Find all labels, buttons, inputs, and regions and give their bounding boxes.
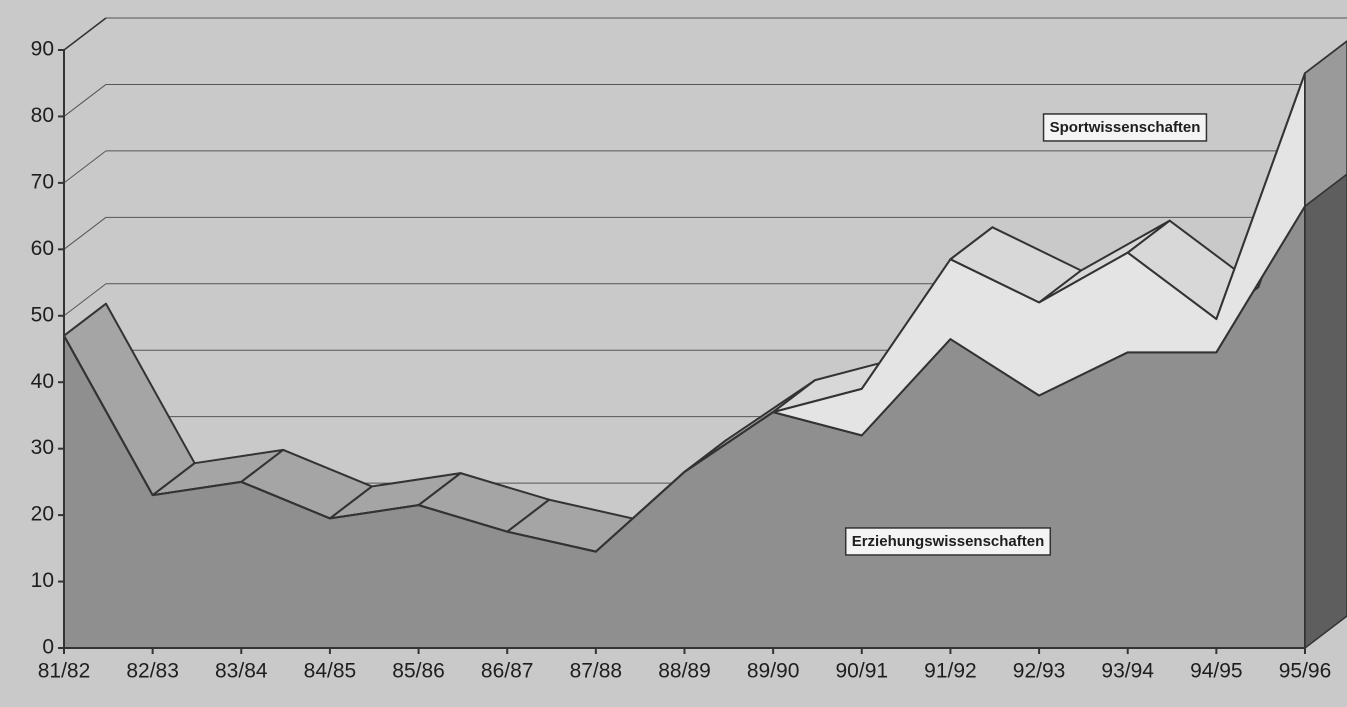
x-tick-label: 85/86: [392, 660, 445, 683]
series-label-text: Erziehungswissenschaften: [852, 533, 1045, 550]
y-tick-label: 80: [31, 104, 54, 127]
x-tick-label: 87/88: [570, 660, 623, 683]
x-tick-label: 86/87: [481, 660, 534, 683]
x-tick-label: 95/96: [1279, 660, 1332, 683]
x-tick-label: 92/93: [1013, 660, 1066, 683]
x-tick-label: 91/92: [924, 660, 977, 683]
series-label-text: Sportwissenschaften: [1050, 119, 1201, 136]
x-tick-label: 82/83: [126, 660, 179, 683]
x-tick-label: 90/91: [836, 660, 889, 683]
grid-line: [63, 150, 107, 184]
y-tick-label: 60: [31, 237, 54, 260]
x-tick-label: 88/89: [658, 660, 711, 683]
x-tick-label: 94/95: [1190, 660, 1243, 683]
grid-line: [63, 84, 107, 117]
y-tick-label: 30: [31, 436, 54, 459]
y-tick-label: 70: [31, 170, 54, 193]
series-label: Erziehungswissenschaften: [844, 527, 1052, 556]
y-tick-label: 10: [31, 569, 54, 592]
label-box: [1042, 113, 1208, 142]
grid-line: [63, 283, 107, 317]
grid-line: [63, 216, 107, 250]
area-side: [1304, 173, 1347, 650]
x-tick-label: 83/84: [215, 660, 268, 683]
x-tick-label: 84/85: [304, 660, 357, 683]
y-tick-label: 0: [42, 636, 54, 659]
y-tick-label: 40: [31, 370, 54, 393]
y-tick-label: 50: [31, 303, 54, 326]
y-axis-depth: [63, 17, 107, 51]
area-side: [1304, 40, 1347, 208]
x-tick-label: 81/82: [38, 660, 91, 683]
y-tick-label: 90: [31, 38, 54, 61]
y-tick-label: 20: [31, 503, 54, 526]
x-tick-label: 93/94: [1101, 660, 1154, 683]
x-tick-label: 89/90: [747, 660, 800, 683]
label-box: [844, 527, 1052, 556]
series-label: Sportwissenschaften: [1042, 113, 1208, 142]
